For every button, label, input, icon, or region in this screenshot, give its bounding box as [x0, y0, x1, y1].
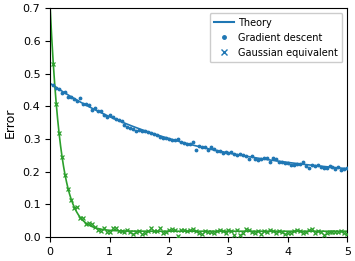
Y-axis label: Error: Error — [4, 108, 17, 138]
Legend: Theory, Gradient descent, Gaussian equivalent: Theory, Gradient descent, Gaussian equiv… — [209, 13, 343, 62]
